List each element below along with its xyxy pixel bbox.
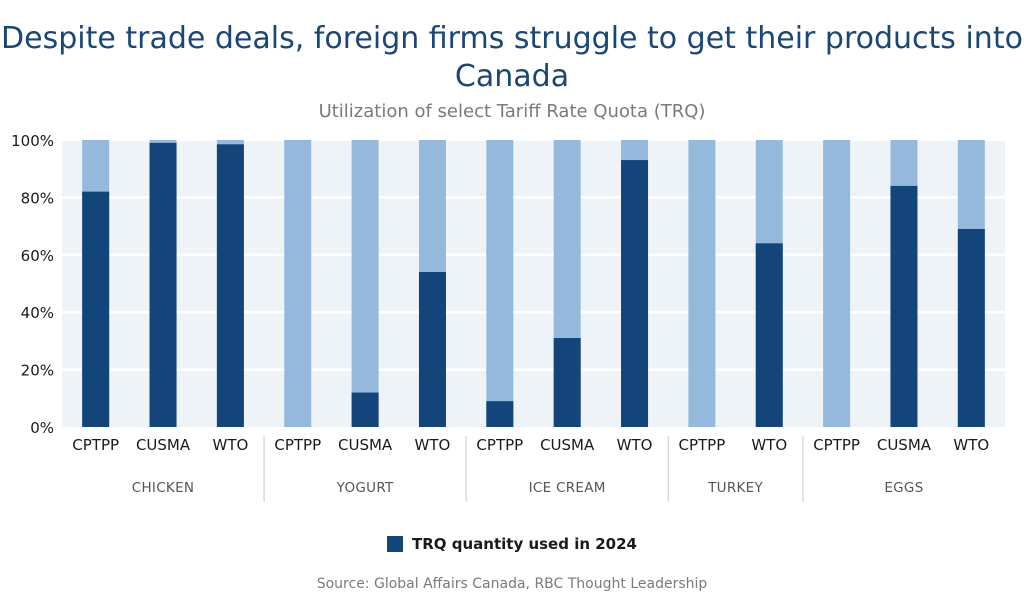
bars [82,140,985,427]
x-tick-label: CPTPP [476,436,523,454]
bar-quota-total [351,140,379,427]
bar-trq-used [621,160,649,427]
bar-trq-used [890,185,918,427]
y-tick-label: 0% [30,419,54,437]
plot-background [62,140,1005,427]
bar-quota-total [284,140,312,427]
x-tick-label: WTO [751,436,787,454]
y-tick-label: 100% [11,132,54,150]
y-axis: 0% 20% 40% 60% 80% 100% [11,132,54,437]
y-tick-label: 40% [21,304,54,322]
x-tick-label: WTO [617,436,653,454]
legend-label: TRQ quantity used in 2024 [412,535,637,553]
x-tick-label: CUSMA [540,436,595,454]
bar-quota-total [688,140,716,427]
group-label: CHICKEN [132,480,195,496]
x-tick-label: WTO [953,436,989,454]
legend: TRQ quantity used in 2024 [0,535,1024,553]
bar-trq-used [351,392,379,427]
y-tick-label: 60% [21,247,54,265]
x-tick-label: CUSMA [877,436,932,454]
bar-trq-used [418,272,446,427]
x-tick-label: CPTPP [72,436,119,454]
source-note: Source: Global Affairs Canada, RBC Thoug… [316,576,708,592]
bar-trq-used [149,142,177,427]
bar-trq-used [553,338,581,427]
x-tick-label: CPTPP [274,436,321,454]
bar-quota-total [486,140,514,427]
x-tick-label: WTO [212,436,248,454]
legend-swatch-used [387,536,403,552]
x-tick-label: WTO [415,436,451,454]
chart-subtitle: Utilization of select Tariff Rate Quota … [318,101,706,122]
x-tick-label: CPTPP [679,436,726,454]
group-label: YOGURT [336,480,394,496]
y-tick-label: 80% [21,189,54,207]
bar-trq-used [216,144,244,427]
y-tick-label: 20% [21,362,54,380]
bar-trq-used [486,401,514,427]
group-label: TURKEY [707,480,763,496]
group-label: EGGS [884,480,923,496]
x-tick-label: CUSMA [136,436,191,454]
chart-title: Despite trade deals, foreign firms strug… [1,21,1023,94]
bar-trq-used [755,243,783,427]
bar-trq-used [82,191,110,427]
x-tick-label: CUSMA [338,436,393,454]
bar-quota-total [823,140,851,427]
bar-trq-used [957,228,985,427]
group-label: ICE CREAM [529,480,606,496]
x-tick-label: CPTPP [813,436,860,454]
x-axis: CPTPP CUSMA WTO CHICKEN CPTPP CUSMA WTO YOGURT C… [72,436,989,502]
